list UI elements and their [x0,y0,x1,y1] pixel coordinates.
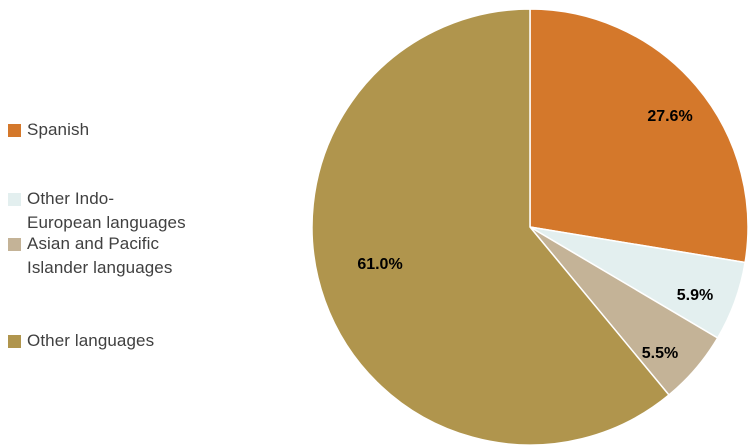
slice-spanish [530,9,748,262]
data-label-other-indo-european: 5.9% [677,287,713,304]
data-label-asian-pacific: 5.5% [642,345,678,362]
data-label-spanish: 27.6% [647,108,692,125]
data-label-other-languages: 61.0% [357,256,402,273]
